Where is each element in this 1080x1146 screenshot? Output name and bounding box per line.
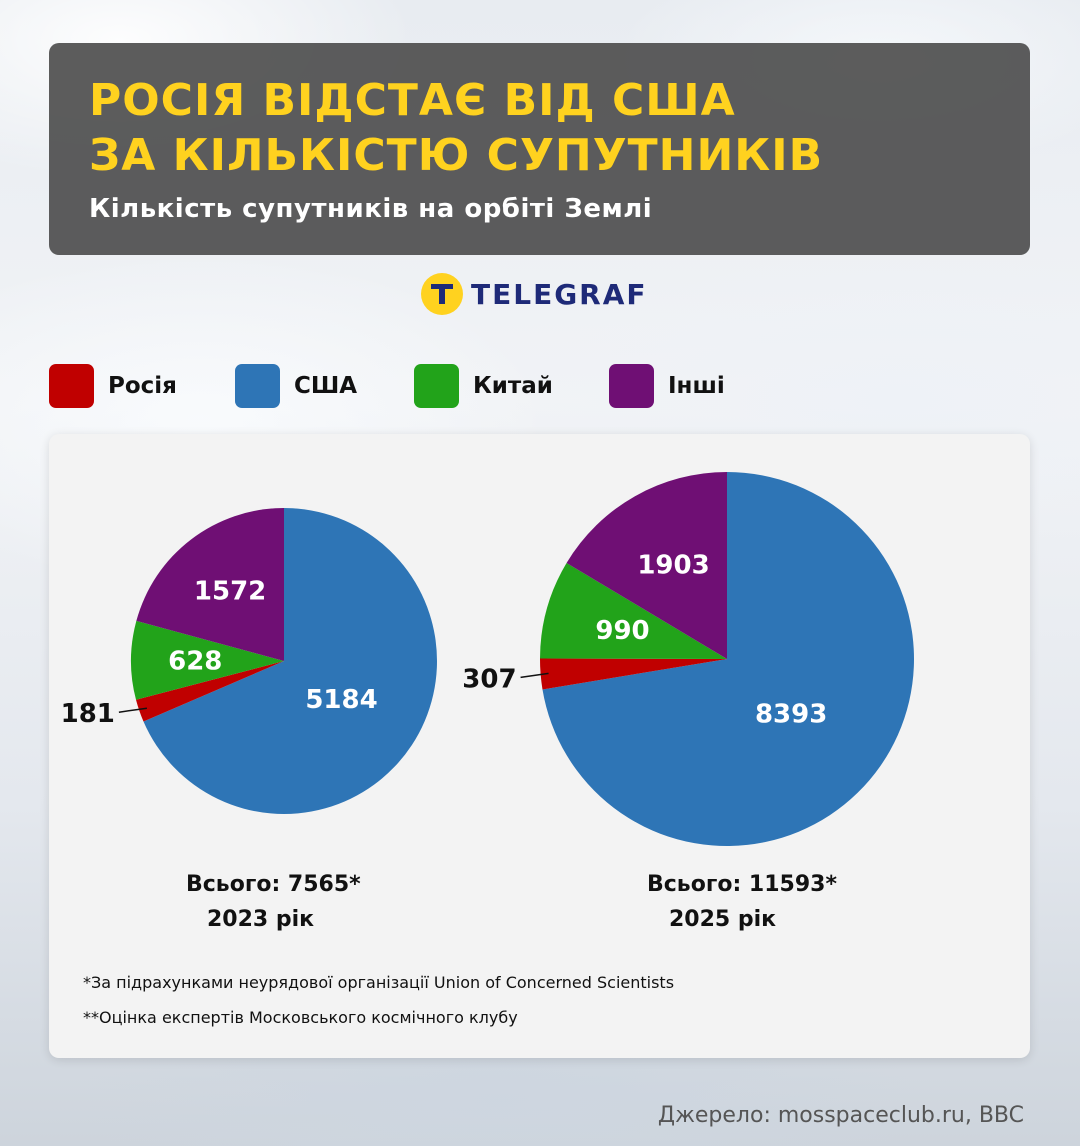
total-2025: Всього: 11593* (647, 872, 837, 897)
legend-item-china: Китай (414, 364, 553, 408)
year-2023: 2023 рік (207, 907, 315, 932)
legend-swatch-russia (49, 364, 94, 408)
legend-label-russia: Росія (108, 373, 177, 399)
page-title: Росія відстає від США за кількістю супут… (89, 73, 823, 183)
legend-label-usa: США (294, 373, 358, 399)
header-panel: Росія відстає від США за кількістю супут… (49, 43, 1030, 255)
pie-label-china-2023: 628 (168, 647, 222, 677)
title-line-1: Росія відстає від США (89, 75, 736, 126)
page-subtitle: Кількість супутників на орбіті Землі (89, 194, 653, 224)
pie-slice-usa-2023 (143, 508, 438, 814)
pie-charts: 5184 181 628 1572 8393 307 990 1903 (61, 472, 914, 846)
legend-item-usa: США (235, 364, 357, 408)
pie-leader-russia-2023 (118, 707, 148, 713)
telegraf-logo-icon (421, 273, 463, 315)
total-2023: Всього: 7565* (186, 872, 361, 897)
year-2025: 2025 рік (669, 907, 777, 932)
footnote-1: *За підрахунками неурядової організації … (83, 973, 675, 992)
source-credit: Джерело: mosspaceclub.ru, BBC (657, 1103, 1024, 1128)
pie-slice-others-2025 (566, 472, 727, 659)
pie-label-china-2025: 990 (595, 616, 649, 646)
pie-label-usa-2025: 8393 (755, 699, 827, 729)
chart-card: 5184 181 628 1572 8393 307 990 1903 Всього: 756… (49, 434, 1030, 1058)
footnote-2: **Оцінка експертів Московського космічно… (83, 1008, 518, 1027)
legend-label-others: Інші (668, 373, 725, 399)
pie-label-usa-2023: 5184 (305, 685, 377, 715)
pie-slice-russia-2025 (540, 658, 727, 690)
pie-slice-russia-2023 (136, 661, 284, 722)
legend-swatch-usa (235, 364, 280, 408)
pie-slice-others-2023 (136, 508, 284, 661)
title-line-2: за кількістю супутників (89, 130, 824, 181)
legend-label-china: Китай (473, 373, 553, 399)
pie-slice-china-2025 (540, 562, 727, 659)
legend-item-others: Інші (609, 364, 725, 408)
legend-item-russia: Росія (49, 364, 177, 408)
legend-swatch-china (414, 364, 459, 408)
pie-label-russia-2025: 307 (462, 664, 516, 694)
legend: Росія США Китай Інші (49, 364, 1049, 408)
telegraf-logo: TELEGRAF (421, 273, 648, 315)
pie-leader-russia-2025 (520, 672, 549, 679)
pie-slice-china-2023 (131, 620, 284, 700)
logo-text: TELEGRAF (471, 277, 648, 311)
pie-label-others-2025: 1903 (637, 551, 709, 581)
legend-swatch-others (609, 364, 654, 408)
pie-label-russia-2023: 181 (61, 699, 115, 729)
pie-slice-usa-2025 (542, 472, 914, 846)
pie-label-others-2023: 1572 (194, 577, 266, 607)
